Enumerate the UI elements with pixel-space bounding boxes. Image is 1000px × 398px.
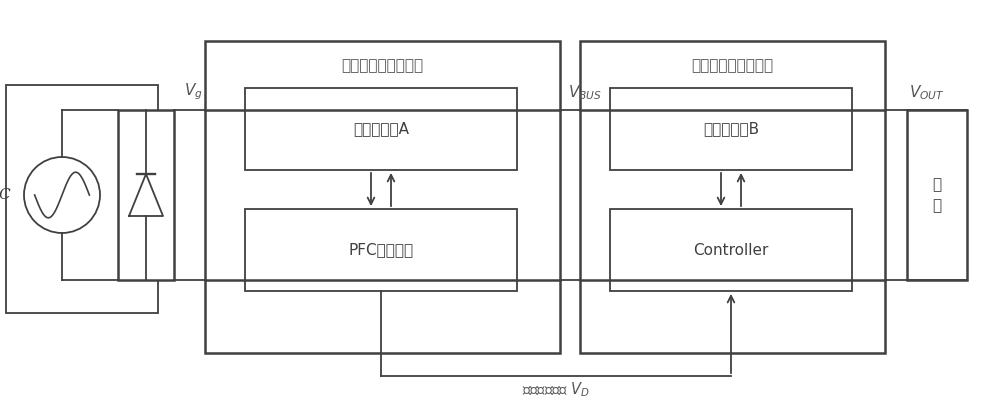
Bar [580, 41, 885, 353]
Text: 负
载: 负 载 [932, 177, 942, 213]
Text: PFC控制电路: PFC控制电路 [348, 242, 414, 258]
Bar [245, 88, 517, 170]
Text: $V_g$: $V_g$ [184, 82, 203, 102]
Bar [610, 209, 852, 291]
Text: AC: AC [0, 188, 10, 202]
Text: 第二级电压转换电路: 第二级电压转换电路 [691, 58, 774, 73]
Text: 功率级电路B: 功率级电路B [703, 121, 759, 137]
Text: Controller: Controller [693, 242, 769, 258]
Bar [6, 85, 158, 313]
Bar [205, 41, 560, 353]
Text: $V_{BUS}$: $V_{BUS}$ [568, 83, 602, 102]
Text: $V_{OUT}$: $V_{OUT}$ [909, 83, 945, 102]
Text: 功率级电路A: 功率级电路A [353, 121, 409, 137]
Bar [610, 88, 852, 170]
Bar [907, 110, 967, 280]
Text: 表征占空比的 $V_D$: 表征占空比的 $V_D$ [522, 380, 590, 398]
Bar [118, 110, 174, 280]
Bar [245, 209, 517, 291]
Text: 第一级电压转换电路: 第一级电压转换电路 [341, 58, 424, 73]
